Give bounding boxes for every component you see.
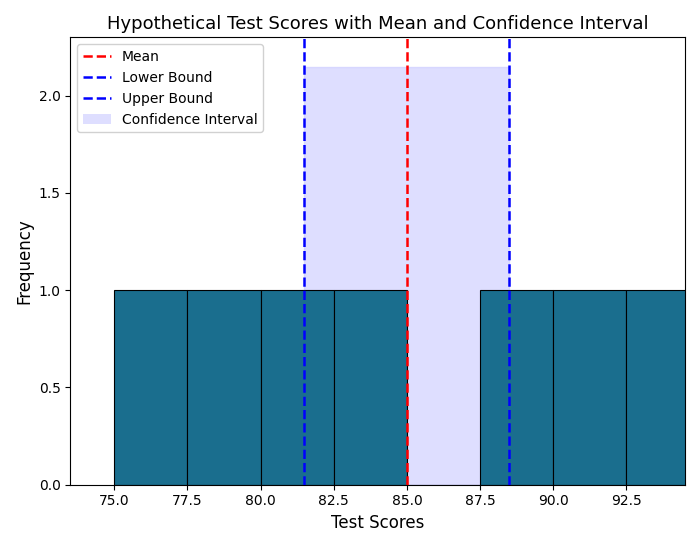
Legend: Mean, Lower Bound, Upper Bound, Confidence Interval: Mean, Lower Bound, Upper Bound, Confiden…: [77, 44, 263, 132]
Bar: [188, 290, 260, 485]
Title: Hypothetical Test Scores with Mean and Confidence Interval: Hypothetical Test Scores with Mean and C…: [107, 15, 648, 33]
Bar: [260, 290, 334, 485]
Bar: [480, 290, 553, 485]
Bar: [553, 290, 626, 485]
Bar: [114, 290, 188, 485]
X-axis label: Test Scores: Test Scores: [331, 514, 424, 532]
Y-axis label: Frequency: Frequency: [15, 218, 33, 304]
Bar: [304, 67, 510, 485]
Bar: [334, 290, 407, 485]
Bar: [626, 290, 699, 485]
